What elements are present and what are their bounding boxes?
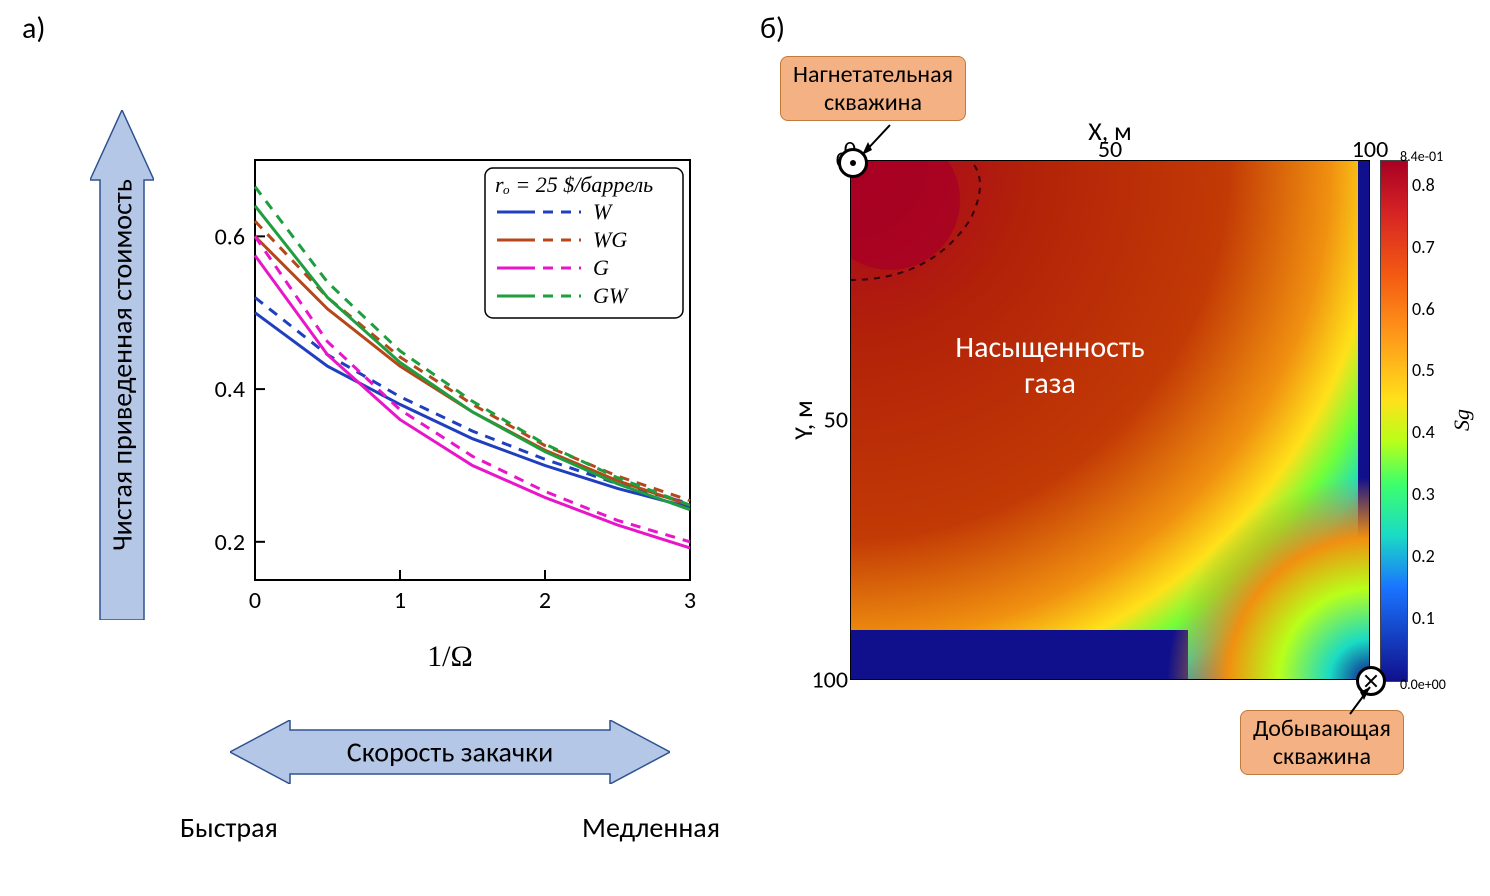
svg-text:W: W	[593, 199, 613, 224]
speed-fast-label: Быстрая	[180, 810, 278, 845]
heatmap-y-ticks: 050100	[818, 160, 848, 680]
injection-speed-label: Скорость закачки	[347, 735, 553, 770]
injection-well-callout: Нагнетательная скважина	[780, 56, 966, 121]
svg-text:0.4: 0.4	[215, 375, 245, 404]
panel-a: Чистая приведенная стоимость 01230.20.40…	[40, 40, 720, 860]
svg-text:GW: GW	[593, 283, 629, 308]
injection-speed-arrow: Скорость закачки	[230, 720, 670, 784]
npv-arrow-label: Чистая приведенная стоимость	[105, 179, 140, 551]
npv-chart: 0 1 2 3 0.2 0.4 0.6 rₒ = 25 $/баррельW WG G GW	[200, 150, 700, 630]
svg-text:WG: WG	[593, 227, 627, 252]
panel-b: X, м Y, м 050100 050100	[740, 40, 1480, 860]
svg-text:0.2: 0.2	[215, 528, 245, 557]
svg-text:0.6: 0.6	[215, 222, 245, 251]
svg-text:rₒ = 25 $/баррель: rₒ = 25 $/баррель	[495, 172, 653, 197]
svg-text:0: 0	[249, 586, 261, 615]
svg-text:3: 3	[684, 586, 696, 615]
npv-arrow: Чистая приведенная стоимость	[90, 110, 154, 620]
svg-text:1: 1	[394, 586, 406, 615]
npv-chart-xlabel: 1/Ω	[200, 640, 700, 674]
production-well-arrow-icon	[1340, 672, 1390, 722]
svg-text:2: 2	[539, 586, 551, 615]
gas-saturation-heatmap	[850, 160, 1370, 680]
speed-slow-label: Медленная	[582, 810, 720, 845]
colorbar-label: Sg	[1452, 160, 1472, 680]
heatmap-x-ticks: 050100	[850, 135, 1370, 159]
svg-text:G: G	[593, 255, 609, 280]
heatmap-y-label: Y, м	[788, 160, 818, 680]
colorbar	[1380, 160, 1408, 682]
injection-well-arrow-icon	[850, 120, 900, 170]
